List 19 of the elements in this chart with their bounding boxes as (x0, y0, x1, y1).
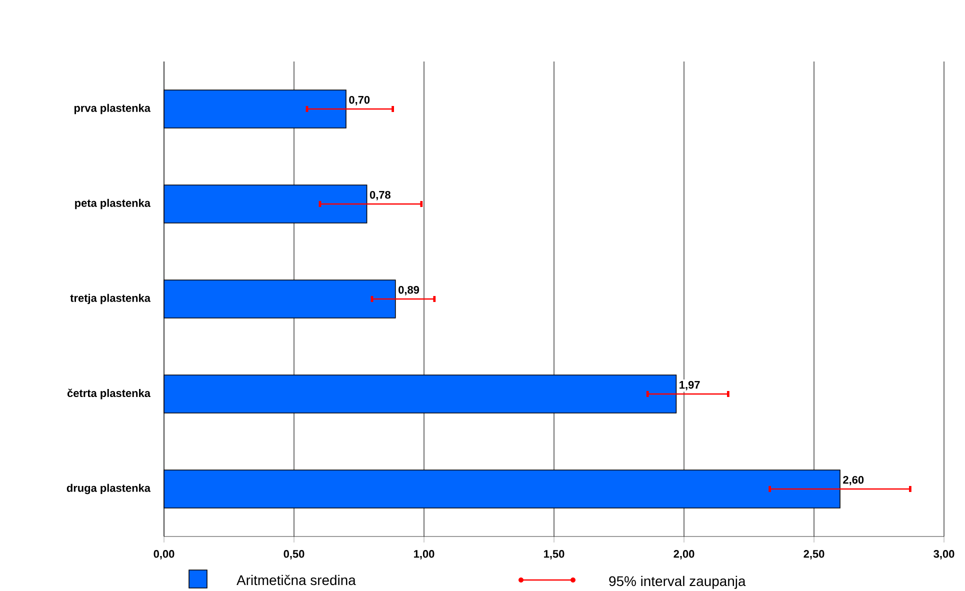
y-tick-label: druga plastenka (66, 484, 151, 494)
data-label: 0,70 (349, 96, 370, 106)
y-tick-label: peta plastenka (75, 198, 151, 210)
x-tick-label: 2,00 (674, 550, 694, 560)
x-tick-label: 2,50 (804, 550, 824, 560)
x-tick-label: 1,50 (544, 550, 564, 560)
data-label: 0,78 (370, 190, 390, 200)
x-tick-label: 3,00 (934, 550, 954, 560)
x-tick-label: 0,50 (284, 550, 304, 560)
x-tick-label: 0,00 (154, 550, 174, 560)
x-tick-label: 1,00 (414, 550, 434, 560)
y-tick-label: četrta plastenka (67, 388, 151, 400)
text: 95% interval zaupanja (609, 576, 746, 589)
legend-label: Aritmetična sredina (236, 574, 356, 586)
y-tick-label: prva plastenka (74, 104, 151, 114)
y-tick-label: tretja plastenka (70, 294, 151, 304)
data-label: 0,89 (398, 286, 420, 296)
data-label: 1,97 (680, 380, 700, 390)
data-label: 2,60 (843, 476, 864, 486)
